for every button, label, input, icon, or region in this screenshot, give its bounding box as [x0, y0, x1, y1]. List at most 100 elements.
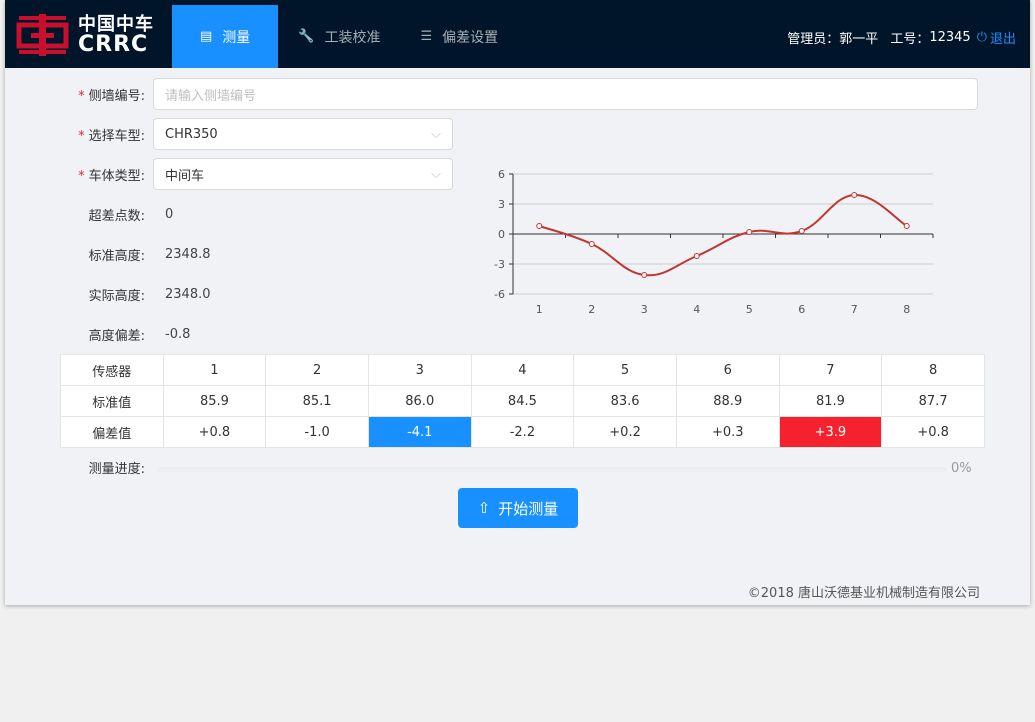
x-tick-label: 5: [746, 303, 753, 316]
nav-deviation-settings[interactable]: ☰ 偏差设置: [400, 5, 518, 68]
table-cell: 83.6: [573, 385, 677, 417]
data-point: [588, 241, 595, 247]
body-type-value: 中间车: [165, 168, 205, 184]
actual-height-row: 实际高度: 2348.0: [5, 278, 211, 310]
nav-calibration[interactable]: 🔧 工装校准: [278, 5, 400, 68]
footer-copyright: ©2018 唐山沃德基业机械制造有限公司: [747, 586, 980, 601]
row-header: 偏差值: [60, 416, 164, 448]
upload-icon: ⇧: [477, 499, 491, 517]
y-tick-label: -6: [494, 288, 505, 301]
over-count-value: 0: [165, 206, 174, 222]
nav-measure[interactable]: ▤ 测量: [172, 5, 279, 68]
chevron-down-icon: ⌵: [431, 126, 441, 142]
x-tick-label: 2: [588, 303, 595, 316]
start-measure-button[interactable]: ⇧ 开始测量: [458, 488, 578, 528]
over-count-row: 超差点数: 0: [5, 198, 174, 230]
table-cell: +0.8: [881, 416, 985, 448]
body-type-row: * 车体类型: 中间车 ⌵: [5, 158, 453, 190]
table-cell: +0.8: [162, 416, 267, 448]
app-window: 中国中车 CRRC ▤ 测量 🔧 工装校准 ☰ 偏差设置 管理员： 郭一平 工号： 1234…: [5, 0, 1030, 605]
nav-label: 偏差设置: [442, 29, 499, 46]
logo-en: CRRC: [78, 32, 149, 57]
start-measure-label: 开始测量: [498, 499, 559, 518]
progress-row: 测量进度: 0%: [5, 458, 1030, 480]
wall-number-row: * 侧墙编号: 请输入侧墙编号: [5, 78, 978, 110]
height-dev-row: 高度偏差: -0.8: [5, 318, 191, 350]
x-tick-label: 8: [903, 303, 910, 316]
crrc-logo: 中国中车 CRRC: [15, 14, 154, 56]
user-info: 管理员： 郭一平 工号： 12345 ⏻ 退出: [787, 28, 1016, 47]
nav-label: 测量: [222, 29, 251, 46]
table-cell: 87.7: [881, 385, 985, 417]
progress-text: 0%: [951, 461, 972, 476]
bars-icon: ☰: [420, 29, 433, 44]
x-tick-label: 1: [536, 303, 543, 316]
body-type-select[interactable]: 中间车 ⌵: [153, 158, 453, 190]
table-cell: 85.1: [265, 385, 369, 417]
id-label: 工号：: [890, 32, 930, 47]
power-icon: ⏻: [976, 30, 987, 45]
y-tick-label: 6: [498, 168, 505, 181]
x-tick-label: 4: [693, 303, 700, 316]
table-cell: +3.9: [778, 416, 883, 448]
y-tick-label: 0: [498, 228, 505, 241]
data-point: [798, 228, 805, 234]
table-cell: +0.3: [675, 416, 780, 448]
actual-height-value: 2348.0: [165, 286, 211, 302]
std-height-value: 2348.8: [165, 246, 211, 262]
actual-height-label: 实际高度:: [88, 288, 145, 304]
data-point: [903, 223, 910, 229]
logo-cn: 中国中车: [78, 14, 154, 35]
body-type-label: * 车体类型:: [78, 168, 145, 184]
car-model-row: * 选择车型: CHR350 ⌵: [5, 118, 453, 150]
table-row-dev: 偏差值 +0.8 -1.0 -4.1 -2.2 +0.2 +0.3 +3.9 +0.8: [60, 416, 985, 448]
header: 中国中车 CRRC ▤ 测量 🔧 工装校准 ☰ 偏差设置 管理员： 郭一平 工号： 1234…: [5, 0, 1030, 68]
id-value: 12345: [929, 30, 971, 45]
table-cell: 1: [162, 354, 267, 386]
std-height-label: 标准高度:: [88, 248, 145, 264]
row-header: 标准值: [60, 385, 164, 417]
table-cell: 3: [367, 354, 472, 386]
height-dev-label: 高度偏差:: [88, 328, 145, 344]
table-cell: -4.1: [367, 416, 472, 448]
deviation-chart: 6 3 0 -3 -6 1 2 3 4 5 6 7 8: [494, 168, 934, 316]
car-model-label: * 选择车型:: [78, 128, 145, 144]
table-cell: 5: [573, 354, 677, 386]
table-cell: 85.9: [162, 385, 267, 417]
over-count-label: 超差点数:: [88, 208, 145, 224]
table-cell: 6: [675, 354, 780, 386]
table-cell: 2: [265, 354, 369, 386]
table-cell: 88.9: [675, 385, 780, 417]
wall-number-input[interactable]: 请输入侧墙编号: [153, 78, 978, 110]
data-point: [851, 192, 858, 198]
x-tick-label: 6: [798, 303, 805, 316]
x-tick-label: 7: [851, 303, 858, 316]
progress-label: 测量进度:: [88, 462, 145, 477]
table-cell: -1.0: [265, 416, 369, 448]
y-tick-label: -3: [494, 258, 505, 271]
logout-button[interactable]: ⏻ 退出: [977, 28, 1016, 47]
table-cell: 86.0: [367, 385, 472, 417]
row-header: 传感器: [60, 354, 164, 386]
nav-label: 工装校准: [324, 29, 381, 46]
table-cell: +0.2: [573, 416, 677, 448]
car-model-select[interactable]: CHR350 ⌵: [153, 118, 453, 150]
table-header-row: 传感器 1 2 3 4 5 6 7 8: [60, 354, 985, 386]
std-height-row: 标准高度: 2348.8: [5, 238, 211, 270]
wall-number-placeholder: 请输入侧墙编号: [165, 88, 257, 104]
data-point: [746, 229, 753, 235]
y-tick-label: 3: [498, 198, 505, 211]
data-point: [693, 253, 700, 259]
crrc-emblem-icon: [16, 14, 69, 56]
admin-label: 管理员：: [787, 32, 840, 47]
data-point: [536, 223, 543, 229]
wall-number-label: * 侧墙编号:: [78, 88, 145, 104]
table-cell: -2.2: [470, 416, 575, 448]
x-tick-label: 3: [641, 303, 648, 316]
table-cell: 81.9: [778, 385, 883, 417]
table-row-std: 标准值 85.9 85.1 86.0 84.5 83.6 88.9 81.9 87.7: [60, 385, 985, 417]
admin-name: 郭一平: [839, 32, 879, 47]
wrench-icon: 🔧: [298, 29, 315, 44]
main-nav: ▤ 测量 🔧 工装校准 ☰ 偏差设置: [172, 5, 518, 68]
list-icon: ▤: [200, 29, 213, 44]
